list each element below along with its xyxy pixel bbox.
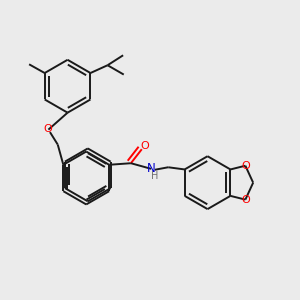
Text: O: O (44, 124, 52, 134)
Text: O: O (241, 195, 250, 205)
Text: O: O (241, 161, 250, 171)
Text: N: N (147, 162, 155, 175)
Text: O: O (140, 141, 149, 151)
Text: H: H (151, 171, 158, 181)
